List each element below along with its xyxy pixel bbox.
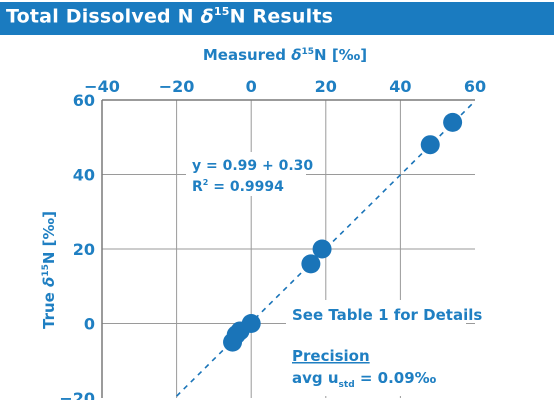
precision-heading: Precision xyxy=(292,347,370,365)
precision-value: avg ustd = 0.09‰ xyxy=(292,369,437,390)
x-tick-label: 40 xyxy=(389,77,411,96)
data-points xyxy=(223,112,463,352)
notes-box xyxy=(286,300,466,396)
y-tick-label: 0 xyxy=(84,315,95,334)
equation-box xyxy=(186,152,306,196)
x-axis-label: Measured δ15N [‰] xyxy=(203,46,367,64)
title-bar: Total Dissolved N δ15N Results xyxy=(0,0,554,35)
data-point xyxy=(241,314,261,333)
y-tick-label: 20 xyxy=(73,240,95,259)
page-title: Total Dissolved N δ15N Results xyxy=(6,5,334,28)
x-tick-label: 0 xyxy=(246,77,257,96)
x-tick-label: 20 xyxy=(315,77,337,96)
y-axis-label: True δ15N [‰] xyxy=(40,211,58,329)
data-point xyxy=(443,112,463,132)
x-tick-label: −40 xyxy=(84,77,120,96)
data-point xyxy=(312,239,332,259)
see-table-note: See Table 1 for Details xyxy=(292,306,482,324)
x-tick-label: 60 xyxy=(464,77,486,96)
x-tick-label: −20 xyxy=(159,77,195,96)
r-squared: R2 = 0.9994 xyxy=(192,178,284,195)
y-tick-label: 60 xyxy=(73,91,95,110)
data-point xyxy=(301,254,321,274)
y-ticks: 60 40 20 0 −20 xyxy=(59,91,95,400)
x-ticks: −40 −20 0 20 40 60 xyxy=(84,77,486,96)
y-tick-label: −20 xyxy=(59,389,95,400)
data-point xyxy=(420,135,440,155)
fit-equation: y = 0.99 + 0.30 xyxy=(192,158,313,174)
y-tick-label: 40 xyxy=(73,166,95,185)
